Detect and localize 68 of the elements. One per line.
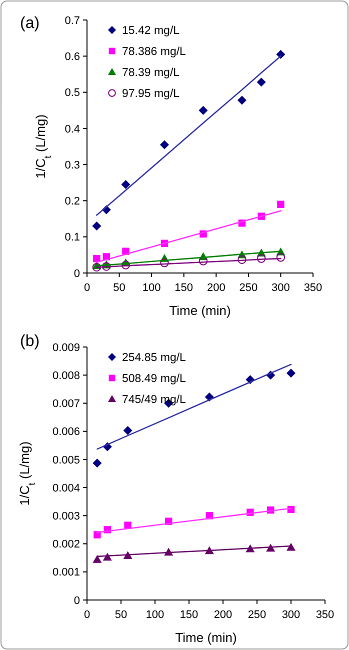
y-tick-label: 0.007 [52, 398, 80, 410]
y-tick-label: 0.2 [64, 196, 80, 208]
y-tick-label: 0.6 [64, 50, 80, 63]
point [276, 50, 286, 59]
y-tick-label: 0.3 [64, 159, 80, 172]
y-tick-label: 0.004 [52, 482, 80, 494]
x-tick-label: 250 [239, 282, 258, 294]
x-tick-label: 0 [84, 609, 90, 621]
y-tick-label: 0.008 [52, 370, 80, 382]
legend-label: 78.386 mg/L [122, 46, 187, 58]
x-tick-label: 350 [304, 282, 322, 294]
chart-title: (a) [20, 15, 40, 32]
x-tick-label: 100 [146, 609, 164, 621]
y-tick-label: 0.003 [52, 510, 80, 523]
legend-label: 745/49 mg/L [122, 394, 187, 406]
legend-label: 254.85 mg/L [122, 352, 187, 364]
point [276, 253, 286, 262]
point [286, 368, 296, 378]
y-tick-label: 0.1 [64, 232, 80, 244]
point [286, 542, 296, 551]
x-tick-label: 300 [282, 609, 300, 621]
x-tick-label: 100 [142, 282, 161, 294]
point [92, 458, 102, 468]
y-tick-label: 0 [74, 594, 80, 607]
point [257, 254, 266, 263]
point [121, 260, 130, 270]
chart-title: (b) [20, 333, 40, 350]
point [121, 180, 130, 189]
y-tick-label: 0.002 [52, 538, 80, 551]
point [92, 262, 102, 272]
y-tick-label: 0.4 [64, 123, 80, 136]
legend-label: 508.49 mg/L [122, 373, 187, 386]
point [277, 200, 284, 208]
x-tick-label: 200 [214, 609, 232, 621]
x-tick-label: 150 [174, 282, 194, 294]
legend-label: 78.39 mg/L [122, 67, 180, 80]
point [92, 555, 102, 563]
point [237, 96, 246, 105]
point [92, 222, 102, 231]
point [160, 258, 169, 268]
y-tick-label: 0.005 [52, 454, 80, 466]
x-tick-label: 200 [206, 282, 226, 294]
x-axis-title: Time (min) [169, 303, 231, 318]
x-tick-label: 50 [114, 609, 128, 621]
line-series [96, 364, 292, 450]
x-tick-label: 150 [180, 609, 198, 621]
point [198, 256, 208, 266]
y-tick-label: 0.001 [52, 566, 80, 579]
point [102, 262, 111, 271]
point [256, 78, 266, 87]
x-axis-title: Time (min) [175, 630, 237, 645]
y-tick-label: 0.7 [64, 14, 80, 27]
legend-label: 97.95 mg/L [122, 88, 180, 100]
point [93, 254, 100, 262]
y-tick-label: 0.009 [52, 342, 80, 354]
x-tick-label: 50 [113, 282, 126, 294]
y-tick-label: 0 [74, 268, 80, 280]
point [238, 255, 246, 264]
x-tick-label: 300 [272, 282, 290, 294]
point [160, 140, 169, 150]
y-tick-label: 0.5 [64, 87, 80, 100]
legend-label: 15.42 mg/L [122, 25, 180, 38]
y-tick-label: 0.006 [52, 426, 80, 438]
x-tick-label: 250 [248, 609, 266, 621]
point [198, 106, 208, 115]
x-tick-label: 350 [316, 609, 334, 621]
point [123, 426, 132, 435]
x-tick-label: 0 [84, 282, 90, 294]
